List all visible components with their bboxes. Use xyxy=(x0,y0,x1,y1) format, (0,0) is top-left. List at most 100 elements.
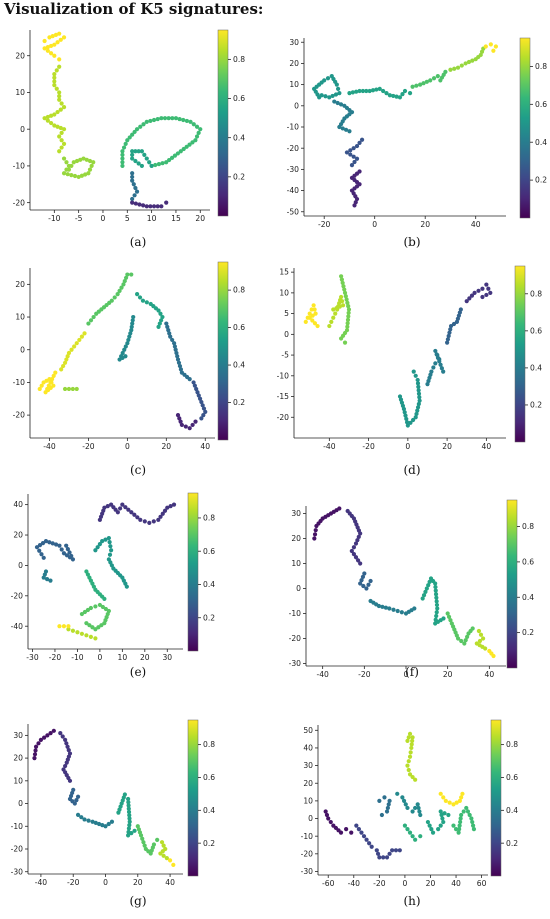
data-point xyxy=(331,307,336,312)
data-point xyxy=(137,295,143,300)
data-point xyxy=(418,82,423,87)
data-point xyxy=(53,370,58,375)
data-point xyxy=(183,424,188,429)
data-point xyxy=(351,545,357,550)
data-point xyxy=(310,313,315,318)
data-point xyxy=(156,324,161,329)
y-tick-label: -30 xyxy=(11,867,24,876)
x-tick-label: -20 xyxy=(358,670,371,679)
data-point xyxy=(430,830,436,835)
data-point xyxy=(476,628,482,634)
data-point xyxy=(131,182,136,187)
data-point xyxy=(339,336,344,341)
data-point xyxy=(387,93,392,98)
data-point xyxy=(354,156,360,161)
data-point xyxy=(357,169,362,174)
data-point xyxy=(457,823,462,828)
data-point xyxy=(121,145,127,150)
y-tick-label: -30 xyxy=(287,165,300,174)
data-point xyxy=(188,119,193,124)
data-point xyxy=(69,163,74,169)
data-point xyxy=(61,624,67,629)
data-point xyxy=(486,286,491,291)
x-tick-label: -20 xyxy=(318,220,331,229)
data-point xyxy=(66,350,72,356)
data-point xyxy=(54,86,59,91)
data-point xyxy=(380,604,385,609)
y-tick-label: 20 xyxy=(13,754,23,763)
y-tick-label: 20 xyxy=(15,51,25,60)
data-point xyxy=(434,602,440,608)
data-point xyxy=(337,506,342,511)
x-tick-label: -20 xyxy=(373,879,386,888)
data-point xyxy=(84,633,89,638)
data-point xyxy=(74,386,79,392)
data-point xyxy=(66,627,71,632)
data-point xyxy=(307,315,312,320)
x-tick-label: -40 xyxy=(43,442,56,451)
data-point xyxy=(57,134,62,139)
data-point xyxy=(75,812,81,818)
x-tick-label: 0 xyxy=(125,442,130,451)
data-point xyxy=(148,204,153,209)
y-tick-label: 40 xyxy=(303,744,313,753)
data-point xyxy=(193,419,198,424)
data-point xyxy=(483,44,488,49)
x-tick-label: 20 xyxy=(133,878,143,887)
data-point xyxy=(126,826,132,831)
data-point xyxy=(456,830,461,835)
data-point xyxy=(327,323,332,329)
data-point xyxy=(105,504,110,509)
data-point xyxy=(353,541,359,546)
data-point xyxy=(124,584,129,589)
data-point xyxy=(342,290,348,295)
data-point xyxy=(34,545,40,550)
data-point xyxy=(351,146,356,151)
panel-caption: (a) xyxy=(130,235,147,249)
data-point xyxy=(355,558,361,563)
data-point xyxy=(47,35,52,40)
data-point xyxy=(471,827,477,832)
data-point xyxy=(45,114,50,120)
data-point xyxy=(187,426,192,431)
data-point xyxy=(79,815,84,820)
data-point xyxy=(160,511,165,516)
data-point xyxy=(37,543,43,548)
data-point xyxy=(65,354,70,359)
data-point xyxy=(122,792,127,797)
x-tick-label: 40 xyxy=(482,442,492,451)
data-point xyxy=(93,548,98,553)
data-point xyxy=(343,127,349,132)
data-point xyxy=(446,812,451,818)
y-tick-label: 20 xyxy=(15,280,25,289)
data-point xyxy=(83,172,88,177)
data-point xyxy=(356,827,362,832)
data-point xyxy=(123,344,128,349)
data-point xyxy=(66,167,72,172)
data-point xyxy=(193,138,198,143)
data-point xyxy=(416,401,421,407)
x-tick-label: 20 xyxy=(442,442,452,451)
data-point xyxy=(129,328,134,333)
data-point xyxy=(89,163,94,169)
data-point xyxy=(69,347,74,352)
data-point xyxy=(344,827,349,832)
y-tick-label: -20 xyxy=(11,845,24,854)
y-tick-label: -20 xyxy=(289,634,302,643)
data-point xyxy=(410,84,415,89)
data-point xyxy=(386,802,391,807)
data-point xyxy=(457,827,462,832)
data-point xyxy=(447,800,452,805)
data-point xyxy=(87,623,92,628)
data-point xyxy=(133,149,138,154)
data-point xyxy=(191,380,196,385)
data-point xyxy=(51,373,56,378)
data-point xyxy=(359,578,364,583)
x-tick-label: 60 xyxy=(477,879,487,888)
data-point xyxy=(175,151,180,156)
data-point xyxy=(103,537,108,542)
data-point xyxy=(127,823,132,828)
data-point xyxy=(488,290,493,295)
y-tick-label: -10 xyxy=(301,832,314,841)
